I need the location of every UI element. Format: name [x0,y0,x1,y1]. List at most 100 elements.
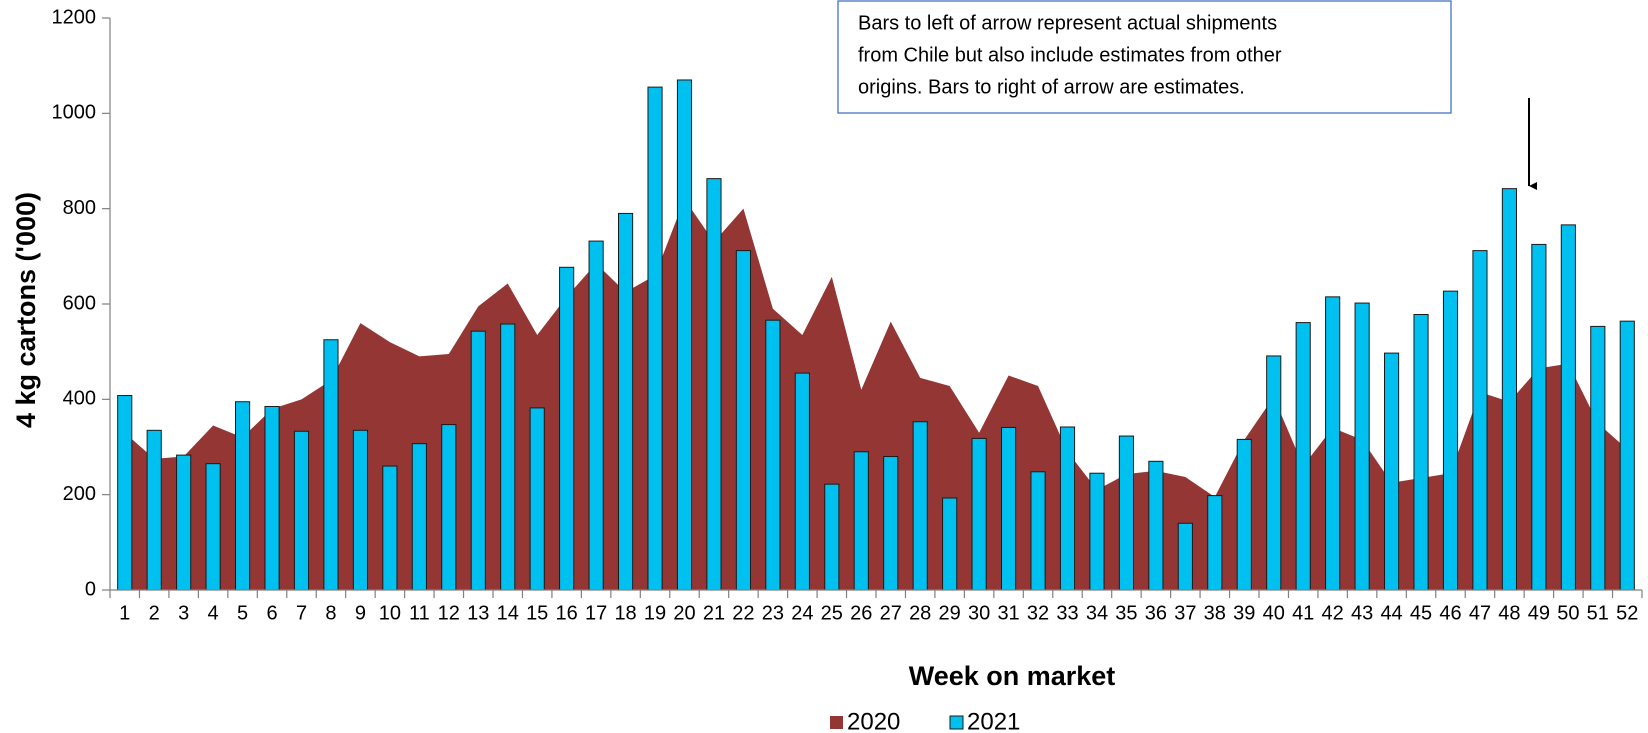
bar [794,372,810,591]
x-tick-label: 31 [997,602,1019,624]
x-tick-label: 13 [467,602,489,624]
bar [235,401,251,591]
x-tick-label: 45 [1410,602,1432,624]
x-tick-label: 15 [526,602,548,624]
x-tick-label: 22 [732,602,754,624]
x-tick-label: 34 [1086,602,1108,624]
bar [1001,426,1017,591]
bar [1442,290,1459,591]
plot-area [117,79,1635,591]
y-tick-label: 200 [63,483,96,505]
x-tick-label: 6 [266,602,277,624]
x-tick-label: 30 [968,602,990,624]
x-tick-label: 24 [791,602,813,624]
bar [765,319,781,591]
x-tick-label: 41 [1292,602,1314,624]
bar [1531,243,1547,591]
bar [411,443,427,591]
x-tick-label: 9 [355,602,366,624]
bar [1118,435,1134,591]
x-tick-label: 10 [379,602,401,624]
x-tick-label: 28 [909,602,931,624]
x-tick-label: 5 [237,602,248,624]
annotation-line: from Chile but also include estimates fr… [858,44,1282,66]
bar [559,266,575,591]
bar [971,437,987,591]
bar [1236,438,1252,591]
bar [382,465,398,591]
x-tick-label: 36 [1145,602,1167,624]
x-tick-label: 40 [1263,602,1285,624]
bar [1089,472,1105,591]
x-tick-label: 29 [939,602,961,624]
x-tick-label: 18 [614,602,636,624]
bar [853,451,869,591]
y-tick-label: 600 [63,292,96,314]
x-tick-label: 51 [1587,602,1609,624]
x-tick-label: 11 [409,602,430,624]
x-tick-label: 2 [149,602,160,624]
y-tick-label: 1000 [52,102,97,124]
area [124,199,1628,590]
bar [1413,313,1429,591]
legend-swatch [949,715,964,730]
bar [706,178,722,591]
bar [1472,250,1488,591]
bar [647,86,663,591]
annotation-line: origins. Bars to right of arrow are esti… [858,76,1245,98]
x-tick-label: 39 [1233,602,1255,624]
bar [1384,352,1400,591]
bar [1325,296,1341,591]
bar [1590,325,1606,591]
x-tick-label: 33 [1056,602,1078,624]
bar [205,463,221,591]
bar [883,456,899,591]
bar [676,79,693,591]
bar [1030,471,1046,591]
x-axis-title: Week on market [909,661,1116,691]
x-tick-label: 8 [325,602,336,624]
bar [1619,320,1635,591]
bar [1266,355,1282,591]
bar [146,429,162,591]
y-tick-label: 0 [85,578,96,600]
y-tick-label: 400 [63,388,96,410]
x-tick-label: 4 [208,602,219,624]
legend-label: 2020 [847,708,900,733]
bar [735,250,751,591]
x-tick-label: 7 [296,602,307,624]
x-tick-label: 38 [1204,602,1226,624]
bar [117,395,133,591]
bar [441,424,457,591]
x-tick-label: 48 [1498,602,1520,624]
x-tick-label: 19 [644,602,666,624]
x-tick-label: 23 [762,602,784,624]
x-tick-label: 25 [821,602,843,624]
x-tick-label: 32 [1027,602,1049,624]
x-tick-label: 14 [497,602,519,624]
bar [1354,302,1370,591]
bar [176,454,192,591]
legend-swatch [830,716,843,729]
x-tick-label: 16 [556,602,578,624]
annotation-line: Bars to left of arrow represent actual s… [858,12,1277,34]
x-tick-label: 52 [1616,602,1638,624]
x-tick-label: 44 [1380,602,1402,624]
x-tick-label: 43 [1351,602,1373,624]
bar [1207,495,1223,591]
bar [293,430,310,591]
bar [352,429,368,591]
x-tick-label: 17 [585,602,607,624]
x-tick-label: 20 [673,602,695,624]
x-tick-label: 1 [119,602,130,624]
bar [500,323,516,591]
annotation-box [837,0,1452,114]
bar [1501,188,1517,591]
bar [942,497,958,591]
bar [1148,460,1164,591]
legend-label: 2021 [967,708,1020,733]
x-tick-label: 42 [1322,602,1344,624]
x-tick-label: 49 [1528,602,1550,624]
bar [264,405,280,591]
bar [588,240,604,591]
